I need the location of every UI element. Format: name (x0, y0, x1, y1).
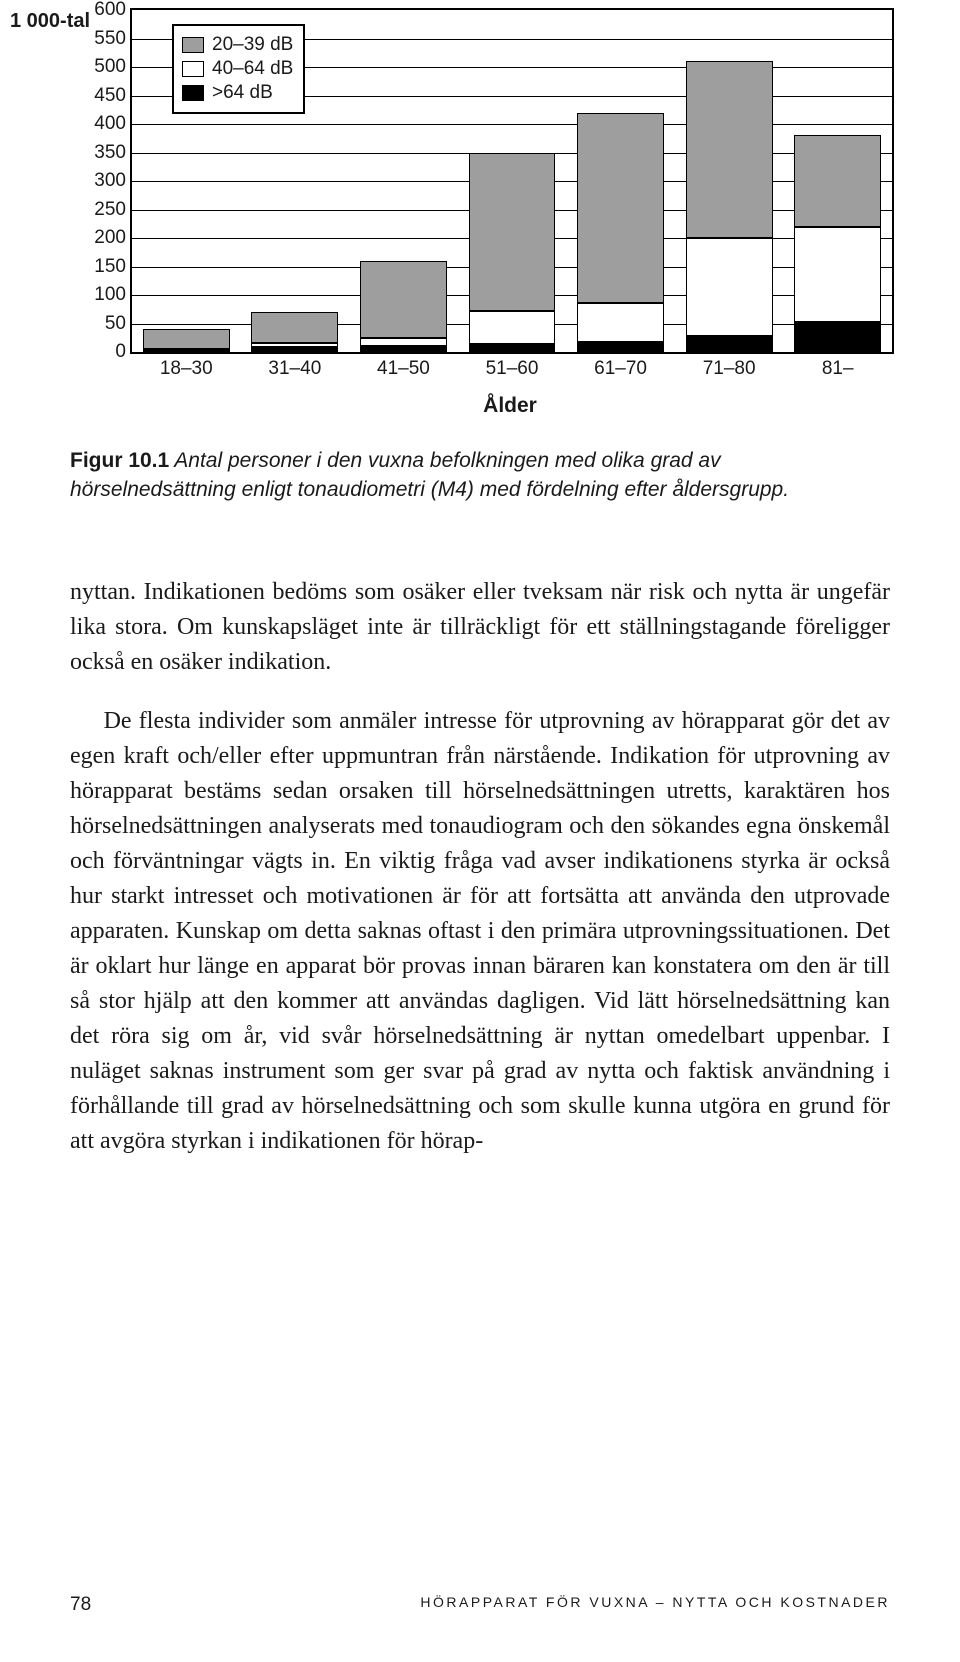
chart-bar-segment (686, 336, 773, 352)
chart-bar-segment (577, 303, 664, 342)
chart-bar-segment (469, 311, 556, 344)
chart-bar-segment (143, 350, 230, 352)
chart-legend-item: 20–39 dB (182, 34, 293, 56)
chart-ytick: 550 (82, 28, 126, 50)
chart-bar-segment (251, 312, 338, 343)
figure-number: Figur 10.1 (70, 449, 169, 472)
chart-legend-swatch (182, 61, 204, 77)
chart-ytick: 500 (82, 56, 126, 78)
chart-xtick: 41–50 (377, 358, 430, 380)
chart-plot-area: 05010015020025030035040045050055060018–3… (130, 8, 894, 354)
page-number: 78 (70, 1594, 91, 1616)
chart-legend-item: >64 dB (182, 82, 293, 104)
chart-bar-segment (686, 61, 773, 238)
chart-xtick: 61–70 (594, 358, 647, 380)
chart-ytick: 400 (82, 113, 126, 135)
chart-legend-label: 20–39 dB (212, 34, 293, 56)
chart-figure: 1 000-tal 050100150200250300350400450500… (70, 8, 890, 418)
chart-bar-segment (794, 227, 881, 323)
chart-ytick: 350 (82, 142, 126, 164)
chart-bar-segment (469, 344, 556, 352)
chart-legend-label: 40–64 dB (212, 58, 293, 80)
chart-ytick: 600 (82, 0, 126, 21)
body-paragraph: De flesta individer som anmäler intresse… (70, 704, 890, 1159)
chart-legend-label: >64 dB (212, 82, 273, 104)
chart-bar-segment (251, 343, 338, 348)
chart-bar-segment (360, 338, 447, 346)
chart-bar-segment (577, 113, 664, 303)
chart-ytick: 50 (82, 313, 126, 335)
chart-gridline (132, 124, 892, 125)
chart-ytick: 300 (82, 170, 126, 192)
chart-bar-segment (143, 329, 230, 348)
chart-bar-segment (469, 153, 556, 311)
chart-legend-swatch (182, 37, 204, 53)
chart-bar-segment (794, 322, 881, 352)
footer-title: HÖRAPPARAT FÖR VUXNA – NYTTA OCH KOSTNAD… (420, 1594, 890, 1616)
body-text: nyttan. Indikationen bedöms som osäker e… (70, 575, 890, 1160)
chart-bar-segment (360, 346, 447, 352)
figure-caption-text: Antal personer i den vuxna befolkningen … (70, 449, 789, 501)
figure-caption: Figur 10.1 Antal personer i den vuxna be… (70, 446, 890, 505)
chart-ylabel-title: 1 000-tal (10, 10, 90, 33)
chart-ytick: 250 (82, 199, 126, 221)
chart-bar-segment (251, 347, 338, 352)
chart-legend-item: 40–64 dB (182, 58, 293, 80)
chart-xtick: 71–80 (703, 358, 756, 380)
page-footer: 78 HÖRAPPARAT FÖR VUXNA – NYTTA OCH KOST… (70, 1594, 890, 1616)
chart-legend: 20–39 dB40–64 dB>64 dB (172, 24, 305, 114)
chart-ytick: 100 (82, 284, 126, 306)
chart-xtick: 51–60 (486, 358, 539, 380)
chart-ytick: 200 (82, 227, 126, 249)
chart-ytick: 450 (82, 85, 126, 107)
chart-legend-swatch (182, 85, 204, 101)
chart-xtick: 31–40 (268, 358, 321, 380)
chart-xtick: 18–30 (160, 358, 213, 380)
chart-bar-segment (360, 261, 447, 339)
chart-ytick: 0 (82, 341, 126, 363)
chart-bar-segment (577, 342, 664, 352)
chart-xlabel: Ålder (130, 394, 890, 418)
chart-ytick: 150 (82, 256, 126, 278)
chart-bar-segment (794, 135, 881, 226)
chart-xtick: 81– (822, 358, 854, 380)
chart-bar-segment (686, 238, 773, 336)
body-paragraph: nyttan. Indikationen bedöms som osäker e… (70, 575, 890, 680)
